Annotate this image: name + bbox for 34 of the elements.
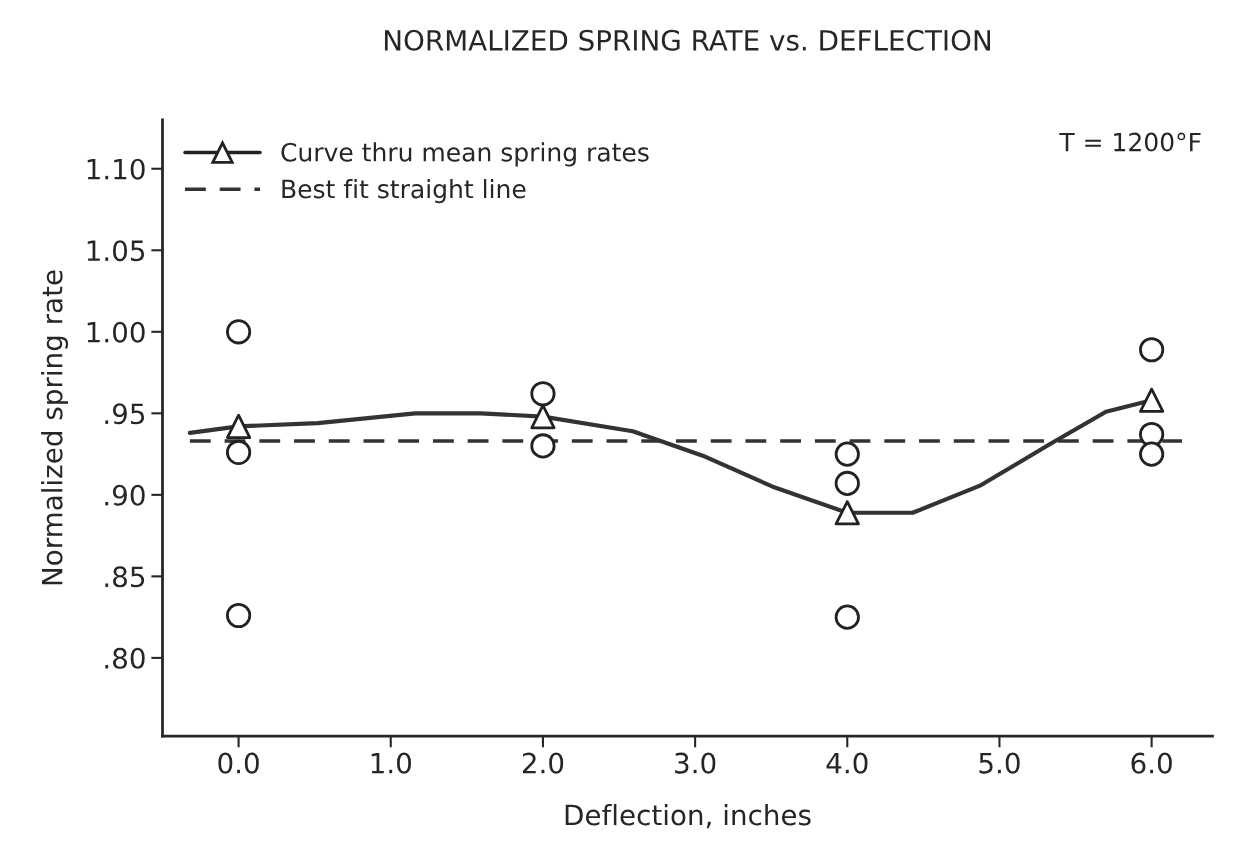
- y-tick-label: .85: [105, 566, 145, 588]
- point: [1139, 337, 1165, 363]
- y-tick-label: 1.05: [87, 240, 145, 262]
- point: [226, 439, 252, 466]
- y-tick-label: 1.10: [87, 158, 145, 180]
- point: [226, 602, 252, 629]
- legend-label: Best fit straight line: [282, 179, 526, 204]
- legend-label: Curve thru mean spring rates: [281, 142, 649, 167]
- point: [530, 433, 556, 459]
- point: [530, 381, 556, 407]
- point: [1139, 387, 1165, 413]
- x-tick-label: 0.0: [218, 752, 259, 774]
- x-axis-title: Deflection, inches: [565, 804, 811, 829]
- x-tick-label: 6.0: [1131, 752, 1172, 774]
- x-tick-label: 4.0: [826, 752, 868, 774]
- annotation: T = 1200°F: [1059, 132, 1201, 152]
- y-tick-label: .95: [105, 403, 145, 425]
- point: [834, 500, 860, 526]
- point: [530, 404, 556, 430]
- y-tick-label: .80: [105, 647, 145, 669]
- y-tick-label: 1.00: [87, 321, 145, 343]
- point: [834, 441, 860, 467]
- y-axis-title: Normalized spring rate: [41, 270, 69, 585]
- point: [226, 413, 252, 439]
- x-tick-label: 3.0: [675, 752, 716, 774]
- point: [226, 319, 252, 345]
- point: [834, 604, 860, 630]
- y-tick-label: .90: [105, 484, 145, 506]
- point: [1139, 441, 1165, 467]
- x-tick-label: 5.0: [979, 752, 1020, 774]
- chart-title: NORMALIZED SPRING RATE vs. DEFLECTION: [384, 29, 991, 51]
- point: [834, 470, 860, 497]
- x-tick-label: 1.0: [371, 752, 412, 774]
- x-tick-label: 2.0: [522, 752, 564, 774]
